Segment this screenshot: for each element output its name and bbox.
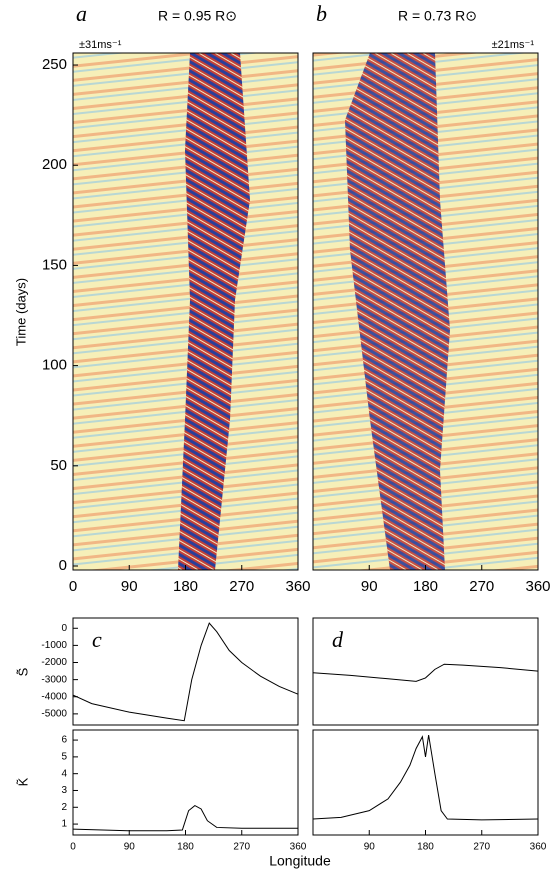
y-tick-label: -2000	[41, 657, 67, 668]
x-tick-label: 270	[469, 578, 494, 595]
y-tick-label: 0	[59, 557, 67, 574]
x-axis-label: Longitude	[269, 853, 331, 869]
panel-label: a	[76, 1, 87, 26]
x-tick-label: 180	[173, 578, 198, 595]
panel-label: c	[92, 627, 102, 652]
y-tick-label: 2	[61, 802, 67, 813]
x-tick-label: 360	[290, 842, 307, 853]
scale-label: ±31ms⁻¹	[79, 39, 122, 51]
line	[72, 805, 298, 832]
x-tick-label: 360	[530, 842, 547, 853]
x-tick-label: 0	[70, 842, 76, 853]
heatmap-b-texture	[313, 53, 538, 570]
panel-label: d	[332, 627, 344, 652]
y-tick-label: -5000	[41, 709, 67, 720]
y-tick-label: 100	[42, 357, 67, 374]
x-tick-label: 90	[124, 842, 136, 853]
x-tick-label: 90	[364, 842, 376, 853]
y-tick-label: 4	[61, 768, 67, 779]
line	[312, 663, 539, 682]
y-tick-label: 0	[61, 623, 67, 634]
y-tick-label: 200	[42, 156, 67, 173]
y-tick-label: -1000	[41, 640, 67, 651]
x-tick-label: 270	[229, 578, 254, 595]
x-tick-label: 90	[361, 578, 378, 595]
y-tick-label: 6	[61, 735, 67, 746]
y-axis-label: K̃	[15, 777, 30, 786]
panel-title: R = 0.73 R⊙	[398, 8, 477, 24]
panel-title: R = 0.95 R⊙	[158, 8, 237, 24]
x-tick-label: 360	[525, 578, 550, 595]
line	[72, 622, 299, 722]
x-tick-label: 360	[285, 578, 310, 595]
y-tick-label: 3	[61, 785, 67, 796]
x-tick-label: 90	[121, 578, 138, 595]
y-tick-label: 5	[61, 752, 67, 763]
line	[312, 734, 539, 821]
scale-label: ±21ms⁻¹	[492, 39, 535, 51]
panel-label: b	[316, 1, 327, 26]
y-axis-label: S̃	[15, 667, 30, 676]
plot-frame	[312, 617, 539, 726]
y-tick-label: 250	[42, 56, 67, 73]
x-tick-label: 180	[177, 842, 194, 853]
y-tick-label: 50	[50, 457, 67, 474]
heatmap-a-texture	[73, 53, 298, 570]
x-tick-label: 0	[69, 578, 77, 595]
x-tick-label: 270	[233, 842, 250, 853]
y-tick-label: -3000	[41, 674, 67, 685]
y-axis-label: Time (days)	[13, 278, 28, 346]
plot-frame	[72, 617, 299, 726]
x-tick-label: 180	[413, 578, 438, 595]
x-tick-label: 180	[417, 842, 434, 853]
y-tick-label: 150	[42, 256, 67, 273]
x-tick-label: 270	[473, 842, 490, 853]
y-tick-label: 1	[61, 819, 67, 830]
y-tick-label: -4000	[41, 691, 67, 702]
